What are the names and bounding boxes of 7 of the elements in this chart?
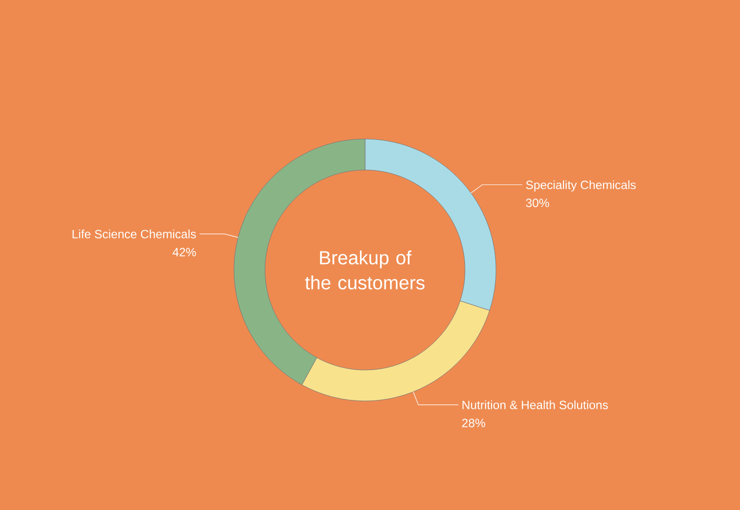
data-label: 30% <box>526 198 550 208</box>
slice-label: Speciality Chemicals <box>526 180 636 192</box>
text: Breakup of the customers <box>305 250 424 290</box>
slice-label: Nutrition & Health Solutions <box>462 400 608 410</box>
data-label: 42% <box>172 248 196 256</box>
slice-label: Life Science Chemicals <box>72 230 196 238</box>
data-label: 28% <box>462 418 486 428</box>
